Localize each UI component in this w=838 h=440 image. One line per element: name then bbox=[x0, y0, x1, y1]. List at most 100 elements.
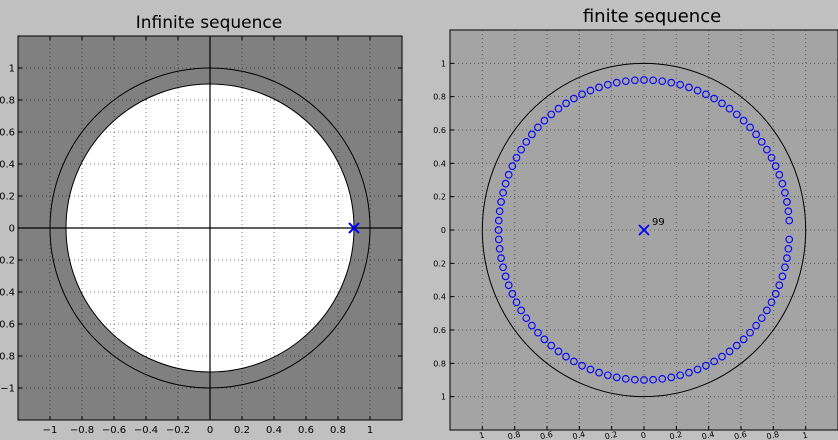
x-tick-label: 1 bbox=[367, 425, 373, 436]
plot-area bbox=[18, 36, 402, 420]
zero-marker bbox=[781, 188, 789, 197]
y-tick-label: 0.6 bbox=[0, 320, 15, 331]
zero-marker bbox=[640, 376, 648, 384]
x-tick-label: 0.4 bbox=[701, 430, 715, 440]
zero-marker bbox=[631, 375, 639, 384]
zero-marker bbox=[767, 153, 776, 162]
x-tick-label: 0.8 bbox=[330, 425, 346, 436]
zero-marker bbox=[528, 130, 536, 139]
zero-marker bbox=[522, 314, 531, 323]
zero-marker bbox=[739, 116, 748, 125]
zero-marker bbox=[534, 123, 542, 132]
zero-marker bbox=[562, 352, 570, 361]
zero-marker bbox=[547, 110, 556, 119]
x-tick-label: −0.8 bbox=[70, 425, 94, 436]
y-tick-label: 0.8 bbox=[433, 359, 446, 368]
zero-marker bbox=[746, 123, 754, 132]
zero-marker bbox=[501, 179, 510, 188]
zero-marker bbox=[725, 347, 734, 356]
zero-marker bbox=[499, 188, 507, 197]
zero-marker bbox=[547, 341, 556, 350]
zero-marker bbox=[612, 373, 621, 382]
zero-marker bbox=[685, 83, 693, 92]
x-tick-label: −0.2 bbox=[166, 425, 190, 436]
zero-marker bbox=[495, 244, 504, 253]
x-tick-label: 0.4 bbox=[572, 430, 586, 440]
x-tick-label: 1 bbox=[802, 431, 809, 440]
zero-marker bbox=[504, 281, 513, 290]
zero-marker bbox=[495, 207, 504, 216]
x-tick-label: 0.6 bbox=[733, 430, 747, 440]
pole-stroke bbox=[638, 224, 650, 236]
zero-marker bbox=[499, 263, 507, 272]
zero-marker bbox=[685, 368, 693, 377]
zero-marker bbox=[783, 254, 791, 262]
zero-marker bbox=[710, 94, 718, 103]
zero-marker bbox=[595, 83, 603, 92]
pole-stroke bbox=[348, 222, 360, 234]
y-tick-label: 0.4 bbox=[0, 160, 15, 171]
zero-marker bbox=[746, 328, 754, 337]
y-tick-label: 0.8 bbox=[0, 352, 15, 363]
x-tick-label: 0 bbox=[640, 431, 647, 440]
zero-marker bbox=[595, 368, 603, 377]
zero-marker bbox=[775, 170, 784, 179]
zero-marker bbox=[517, 145, 526, 154]
zero-marker bbox=[534, 328, 542, 337]
zero-marker bbox=[578, 361, 586, 370]
x-tick-label: 0.6 bbox=[539, 430, 553, 440]
zero-marker bbox=[732, 341, 741, 350]
y-tick-label: 0.2 bbox=[433, 259, 446, 268]
y-tick-label: 0.8 bbox=[0, 96, 15, 107]
zero-marker bbox=[725, 104, 734, 113]
zero-marker bbox=[757, 137, 766, 146]
y-tick-label: 1 bbox=[441, 393, 446, 402]
x-tick-label: 0.8 bbox=[507, 430, 521, 440]
zero-marker bbox=[612, 78, 621, 87]
y-tick-label: 0.6 bbox=[0, 128, 15, 139]
zero-marker bbox=[517, 306, 526, 315]
zero-marker bbox=[752, 130, 760, 139]
x-tick-label: 0 bbox=[207, 425, 213, 436]
zero-marker bbox=[649, 76, 657, 85]
infinite-sequence-chart: Infinite sequence −1 −0.8 −0.6 −0.4 −0.2 0 0.2… bbox=[0, 13, 403, 436]
y-tick-label: 0.2 bbox=[0, 256, 15, 267]
y-tick-label: 0.2 bbox=[0, 192, 15, 203]
pole-multiplicity-label: 99 bbox=[652, 217, 665, 228]
zero-marker bbox=[528, 321, 536, 330]
zero-marker bbox=[693, 365, 702, 374]
zero-marker bbox=[702, 90, 710, 99]
zero-marker bbox=[778, 272, 787, 281]
zero-marker bbox=[783, 198, 791, 206]
x-tick-label: 0.2 bbox=[669, 430, 683, 440]
x-tick-label: 0.6 bbox=[298, 425, 314, 436]
y-tick-label: 0.2 bbox=[433, 193, 446, 202]
x-tick-label: 0.4 bbox=[266, 425, 282, 436]
zero-marker bbox=[775, 281, 784, 290]
zero-marker bbox=[570, 357, 578, 366]
zero-marker bbox=[732, 110, 741, 119]
y-tick-label: −1 bbox=[0, 384, 15, 395]
unit-circle bbox=[481, 62, 807, 398]
zero-marker bbox=[540, 116, 549, 125]
zero-marker bbox=[501, 272, 510, 281]
zero-marker bbox=[540, 335, 549, 344]
zero-marker bbox=[508, 162, 517, 170]
zero-marker bbox=[578, 90, 586, 99]
zero-marker bbox=[494, 226, 503, 234]
zero-marker bbox=[771, 162, 780, 170]
zero-marker bbox=[603, 80, 612, 89]
chart-title-finite: finite sequence bbox=[583, 6, 721, 27]
zero-marker bbox=[522, 137, 531, 146]
zero-marker bbox=[762, 145, 771, 154]
pole-marker bbox=[348, 222, 360, 234]
y-tick-label: 0.4 bbox=[433, 159, 446, 168]
zero-marker bbox=[512, 153, 521, 162]
zero-marker bbox=[785, 235, 794, 244]
zero-marker bbox=[784, 244, 793, 253]
zero-marker bbox=[676, 371, 685, 380]
pole-marker bbox=[638, 224, 650, 236]
y-tick-label: 0.4 bbox=[433, 293, 446, 302]
zero-marker bbox=[667, 373, 676, 382]
zero-marker bbox=[676, 80, 685, 89]
